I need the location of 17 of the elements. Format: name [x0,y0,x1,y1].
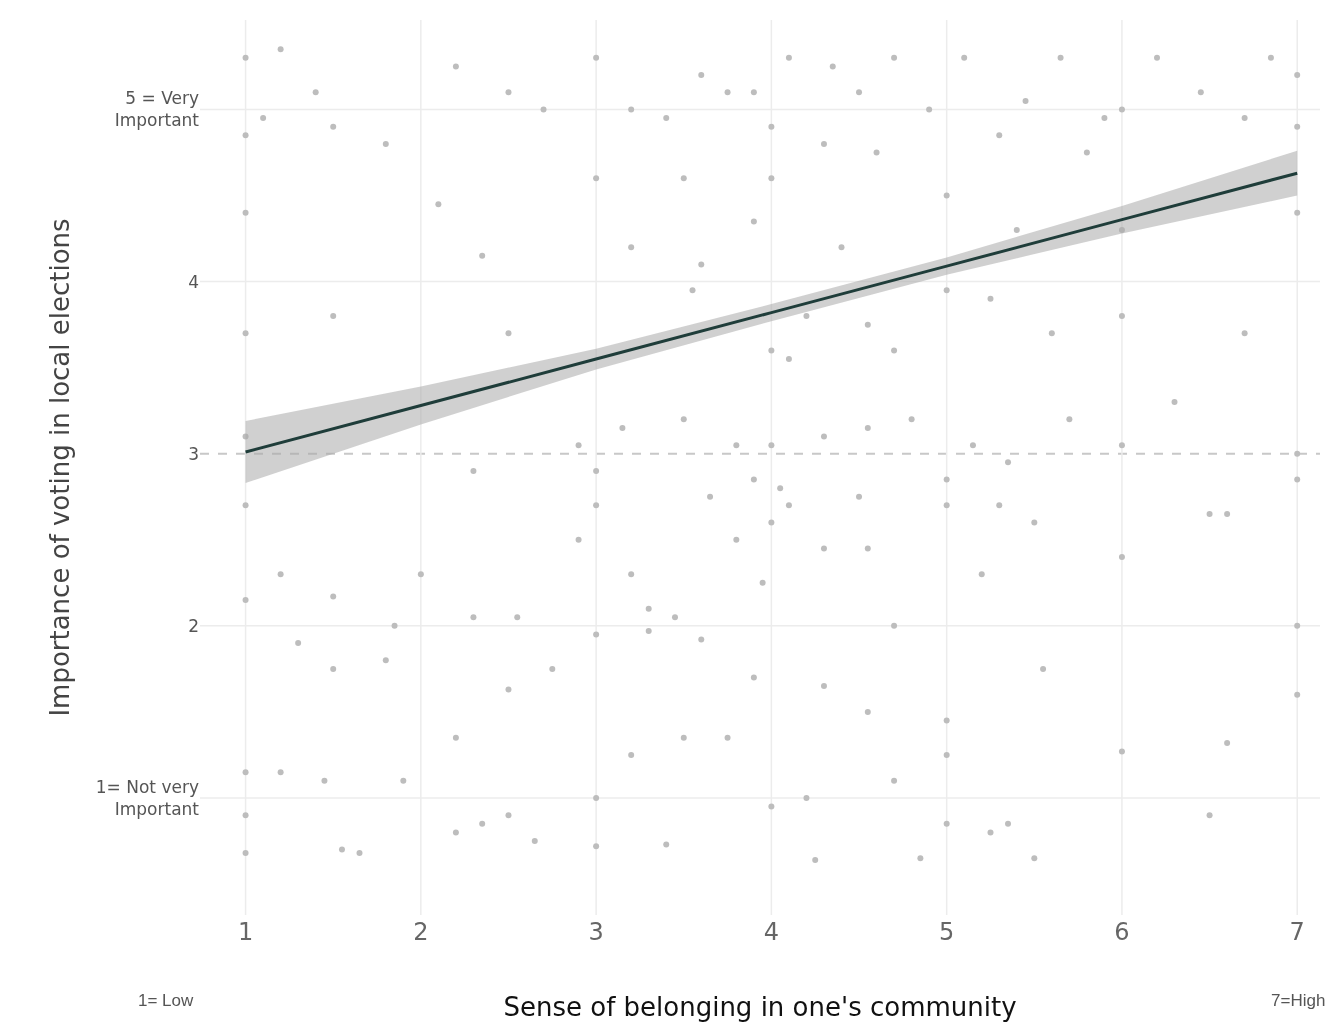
line-series [244,171,1299,454]
text: 7=High [1271,991,1326,1010]
x-tick-label: 3 [588,918,604,946]
x-tick-label: 7 [1289,918,1305,946]
x-tick-label: 1 [237,918,254,946]
x-tick-label: 6 [1114,918,1130,946]
text: 1= Low [138,991,195,1010]
y-tick-label: 5 = Very Important [114,88,200,131]
x-tick-label: 5 [939,918,955,946]
x-tick-label: 4 [763,918,780,946]
x-tick-label: 2 [413,918,429,946]
y-tick-label: 1= Not very Important [95,776,200,819]
y-tick-label: 2 [188,615,199,636]
x-axis-title: Sense of belonging in one's community [503,991,1017,1022]
y-tick-label: 3 [188,443,199,464]
y-axis-title: Importance of voting in local elections [45,218,76,717]
y-tick-label: 4 [188,271,199,292]
